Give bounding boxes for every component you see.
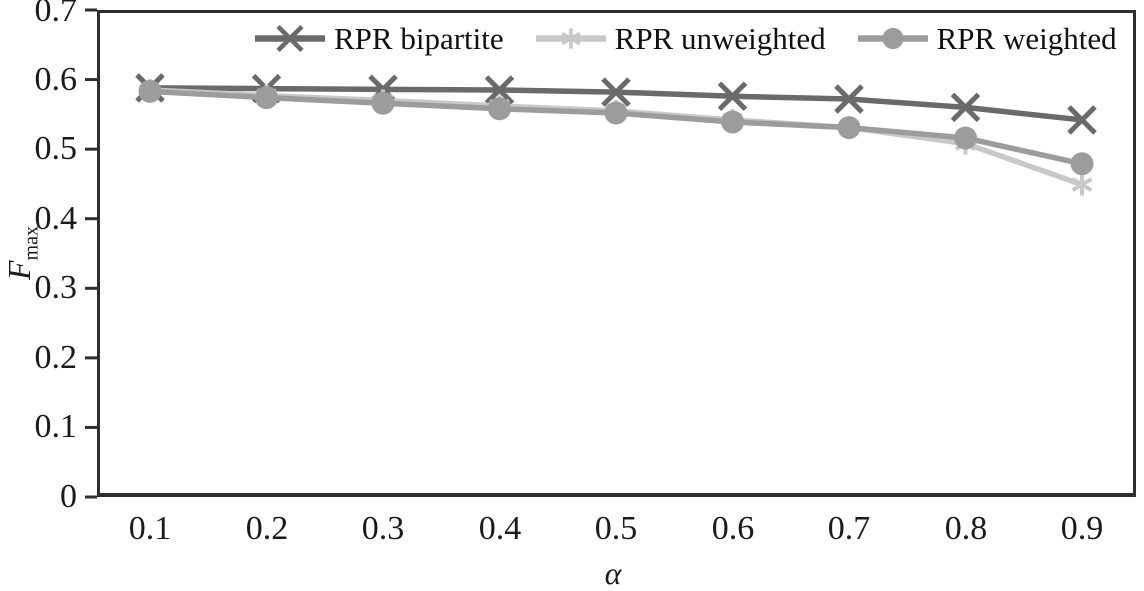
y-axis-tick-label: 0.5	[34, 130, 78, 167]
x-axis-tick-label: 0.1	[128, 510, 172, 547]
circle-marker-icon	[954, 126, 977, 150]
y-axis-title-symbol: F	[1, 260, 37, 280]
legend: RPR bipartite RPR unweighted RPR weighte…	[253, 20, 1117, 56]
x-axis-tick-label: 0.8	[944, 510, 988, 547]
x-axis-tick-label: 0.6	[711, 510, 755, 547]
circle-marker-icon	[488, 97, 511, 121]
x-axis-tick-label: 0.9	[1060, 510, 1104, 547]
circle-marker-icon	[882, 27, 904, 49]
x-marker-icon	[276, 24, 304, 52]
x-axis-tick-label: 0.4	[478, 510, 522, 547]
legend-item-rpr-bipartite: RPR bipartite	[253, 23, 504, 54]
y-axis-title-subscript: max	[20, 226, 43, 261]
x-marker-icon	[834, 84, 864, 114]
x-axis-tick-label: 0.7	[827, 510, 871, 547]
legend-item-rpr-unweighted: RPR unweighted	[534, 23, 826, 54]
legend-label: RPR unweighted	[614, 20, 826, 56]
x-marker-icon	[1067, 105, 1097, 135]
y-axis-tick-label: 0.1	[34, 408, 78, 445]
x-marker-icon	[601, 77, 631, 107]
x-marker-icon	[717, 81, 748, 112]
circle-marker-icon	[721, 110, 744, 134]
legend-label: RPR bipartite	[334, 20, 504, 56]
y-axis-tick-label: 0.6	[34, 61, 78, 98]
y-axis-tick-label: 0.4	[34, 200, 78, 237]
x-marker-line-icon	[255, 24, 325, 52]
legend-label: RPR weighted	[936, 20, 1117, 56]
y-axis-tick-label: 0.2	[34, 339, 78, 376]
x-axis-tick-label: 0.5	[594, 510, 638, 547]
asterisk-marker-icon	[1071, 173, 1093, 196]
y-axis-tick-label: 0	[60, 478, 77, 515]
x-marker-icon	[484, 75, 515, 105]
circle-marker-line-icon	[857, 27, 928, 49]
y-axis-title: Fmax	[0, 198, 43, 308]
circle-marker-icon	[371, 91, 395, 115]
y-axis-tick-label: 0.7	[34, 0, 78, 29]
x-axis-title: α	[604, 555, 622, 591]
y-axis-tick-label: 0.3	[34, 269, 78, 306]
x-axis-tick-label: 0.3	[361, 510, 405, 547]
circle-marker-icon	[837, 116, 861, 140]
circle-marker-icon	[138, 79, 162, 103]
asterisk-marker-icon	[560, 27, 581, 49]
circle-marker-icon	[1070, 152, 1094, 176]
x-axis-tick-label: 0.2	[245, 510, 289, 547]
legend-item-rpr-weighted: RPR weighted	[856, 23, 1117, 54]
circle-marker-icon	[604, 101, 628, 125]
plot-area	[97, 10, 1136, 497]
circle-marker-icon	[255, 86, 278, 110]
asterisk-marker-line-icon	[535, 27, 606, 49]
x-marker-icon	[950, 92, 981, 123]
